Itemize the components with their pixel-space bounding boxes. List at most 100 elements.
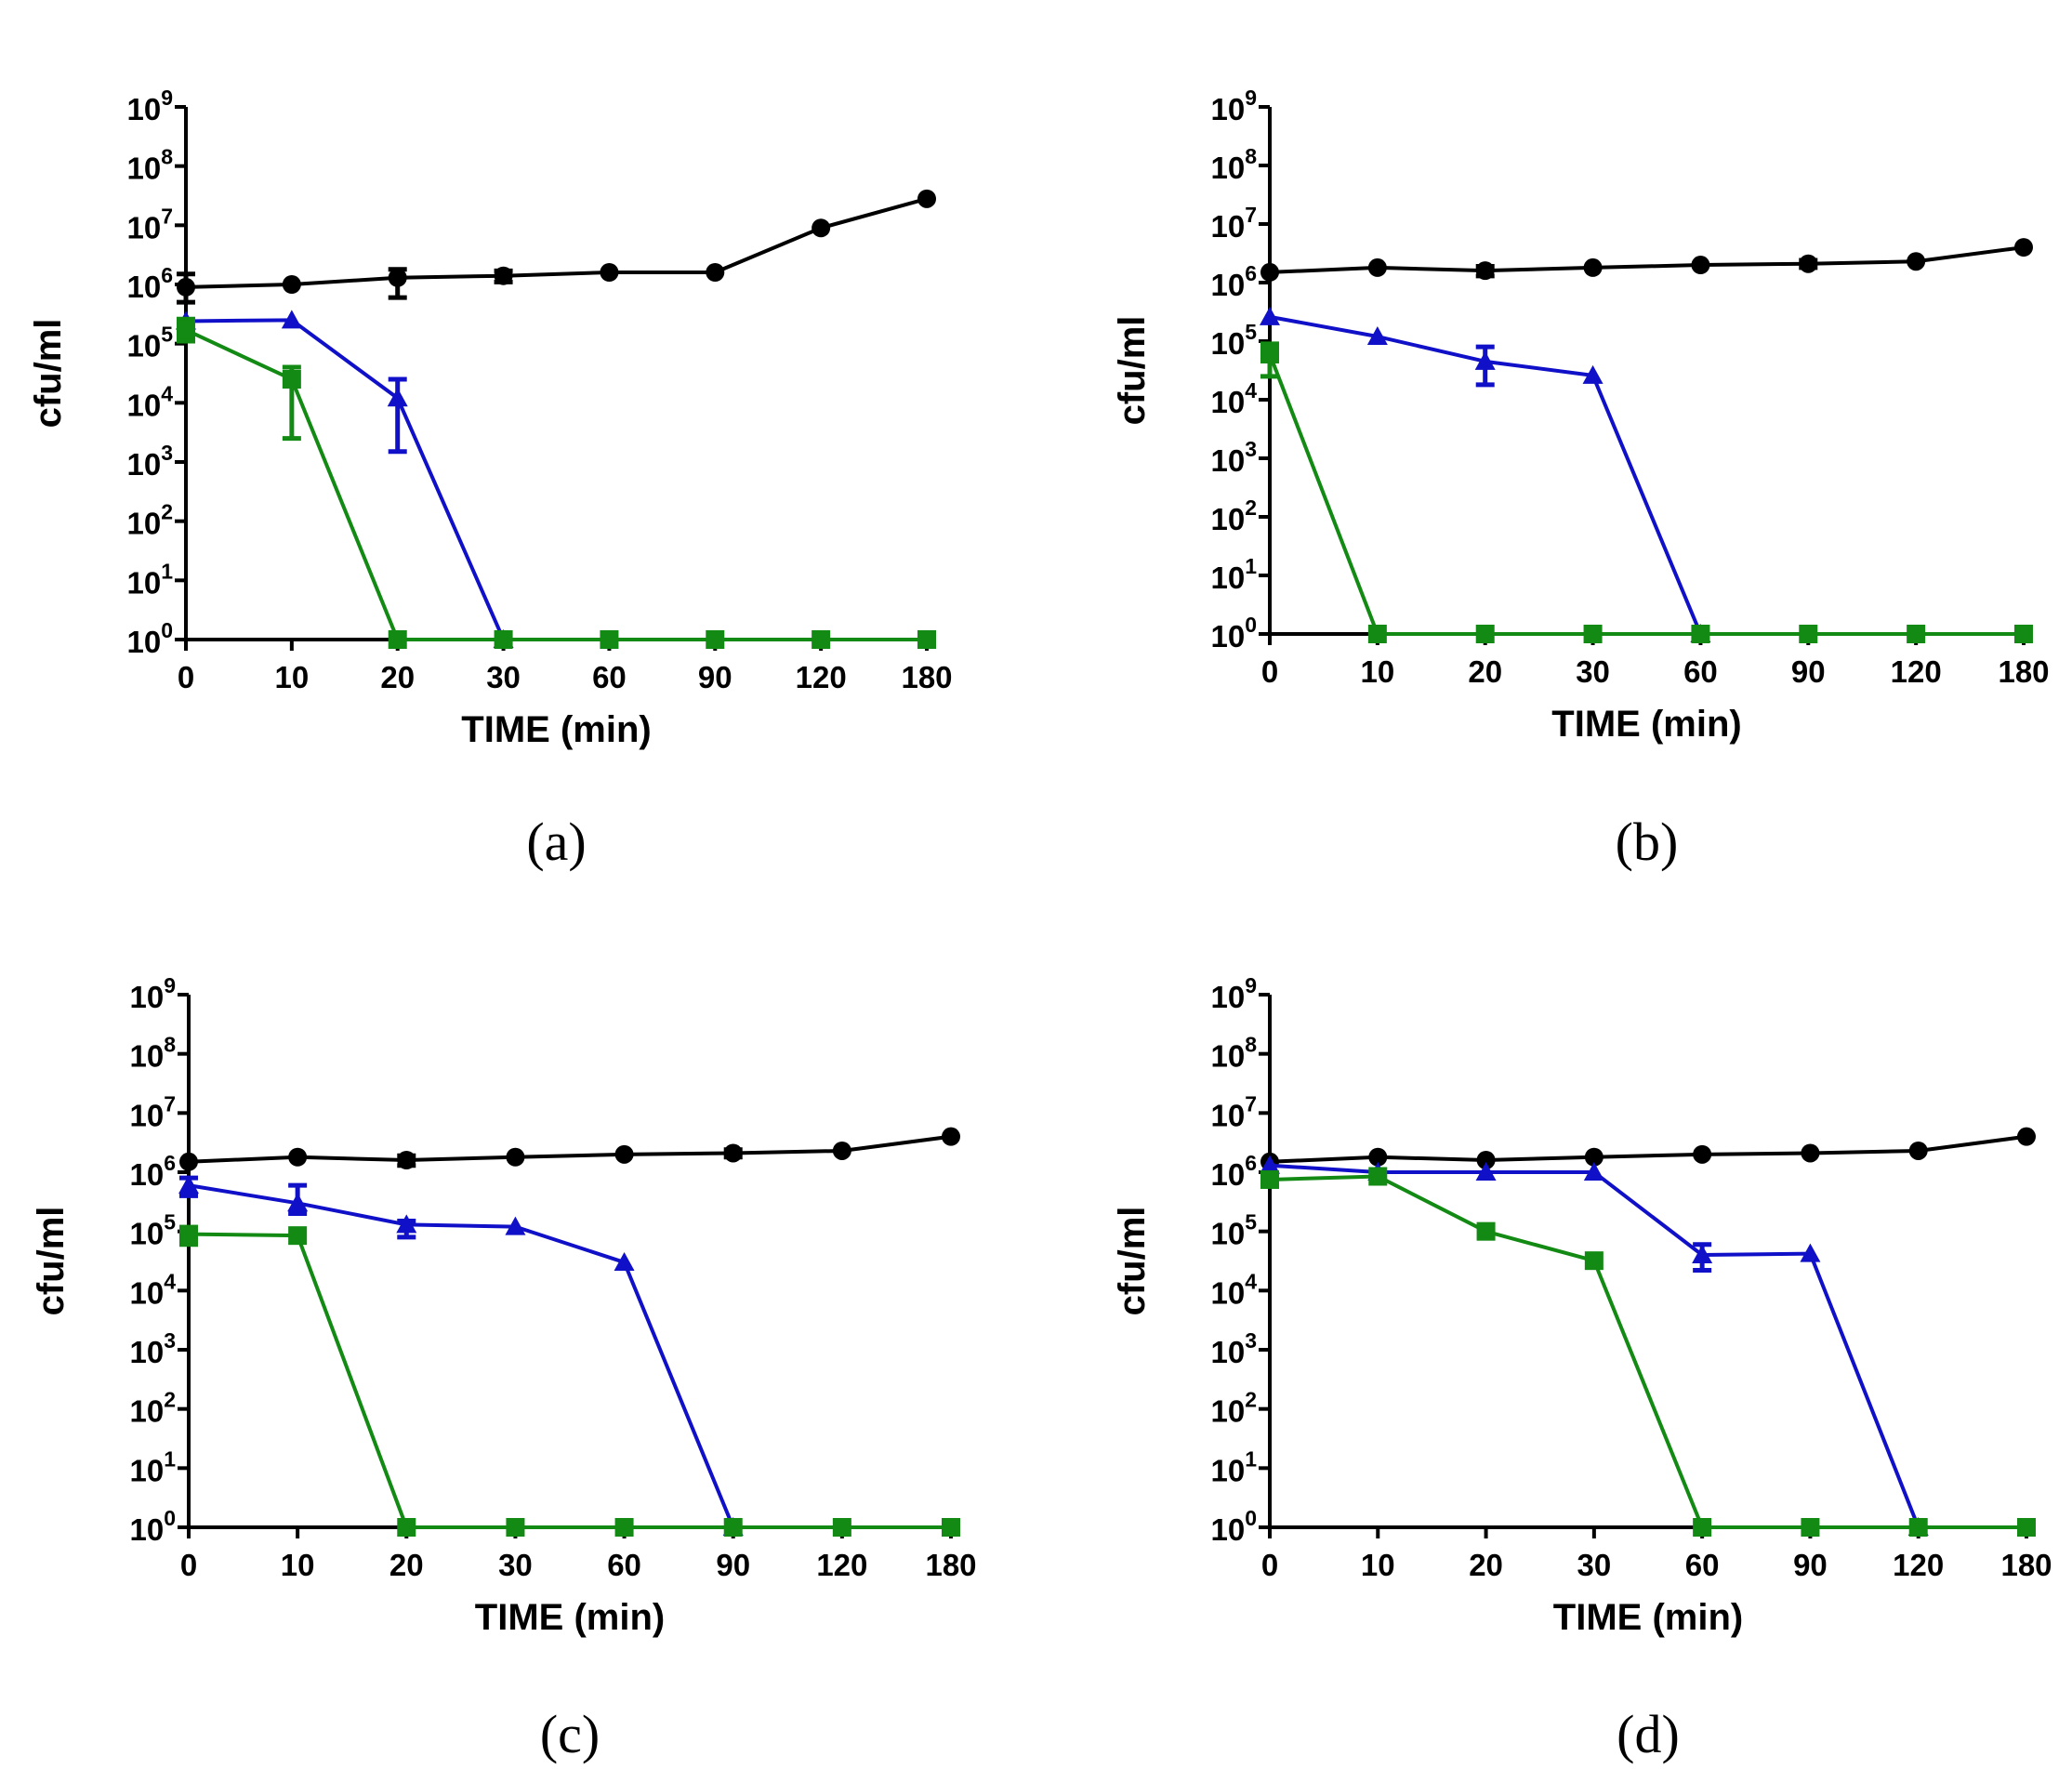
data-point xyxy=(281,310,302,329)
y-axis-label: cfu/ml xyxy=(1112,1207,1153,1316)
series-green-square xyxy=(177,316,936,649)
x-tick-label: 20 xyxy=(1468,654,1502,689)
y-tick-base: 10 xyxy=(1210,1039,1245,1074)
data-point xyxy=(2014,238,2033,257)
x-tick-label: 60 xyxy=(1683,654,1718,689)
y-tick-label: 101 xyxy=(129,1446,176,1487)
x-tick-label: 120 xyxy=(816,1548,867,1582)
x-axis-label: TIME (min) xyxy=(461,709,651,750)
y-tick-exponent: 1 xyxy=(1245,1446,1257,1471)
y-tick-exponent: 4 xyxy=(161,381,173,405)
series-green-square xyxy=(1260,341,2033,643)
data-point xyxy=(1691,625,1710,643)
y-tick-base: 10 xyxy=(1210,385,1245,419)
data-point xyxy=(706,630,725,649)
data-point xyxy=(2017,1127,2036,1146)
data-point xyxy=(2017,1518,2036,1537)
y-tick-base: 10 xyxy=(1210,92,1245,126)
y-tick-exponent: 5 xyxy=(1245,1210,1257,1234)
data-point xyxy=(1693,1144,1712,1164)
y-tick-exponent: 2 xyxy=(161,500,173,524)
y-tick-label: 105 xyxy=(1210,320,1257,361)
y-tick-label: 106 xyxy=(1210,261,1257,302)
x-axis-label: TIME (min) xyxy=(475,1597,665,1638)
y-tick-label: 103 xyxy=(1210,437,1257,478)
y-tick-exponent: 2 xyxy=(164,1388,176,1412)
x-tick-label: 90 xyxy=(716,1548,750,1582)
x-tick-label: 0 xyxy=(1261,654,1278,689)
x-tick-label: 10 xyxy=(281,1548,315,1582)
y-tick-exponent: 3 xyxy=(1245,1328,1257,1353)
data-point xyxy=(1908,1518,1928,1537)
y-tick-label: 103 xyxy=(129,1328,176,1369)
y-tick-exponent: 4 xyxy=(1245,378,1257,403)
data-point xyxy=(600,263,619,283)
y-tick-label: 103 xyxy=(1210,1328,1257,1369)
y-tick-exponent: 5 xyxy=(1245,320,1257,344)
y-tick-exponent: 0 xyxy=(161,618,173,642)
y-tick-label: 105 xyxy=(126,323,173,363)
y-tick-label: 104 xyxy=(1210,378,1257,419)
x-tick-label: 90 xyxy=(1793,1548,1828,1582)
y-tick-base: 10 xyxy=(1210,1217,1245,1251)
x-tick-label: 180 xyxy=(2000,1548,2052,1582)
y-tick-base: 10 xyxy=(129,1453,164,1487)
data-point xyxy=(1474,350,1496,370)
data-point xyxy=(706,263,725,283)
data-point xyxy=(1908,1141,1928,1160)
y-tick-exponent: 0 xyxy=(1245,1506,1257,1530)
y-tick-label: 108 xyxy=(129,1033,176,1074)
data-point xyxy=(1583,257,1603,277)
x-tick-label: 10 xyxy=(274,660,309,694)
y-tick-exponent: 3 xyxy=(164,1328,176,1353)
y-tick-base: 10 xyxy=(126,565,161,600)
x-tick-label: 120 xyxy=(1893,1548,1944,1582)
y-tick-base: 10 xyxy=(1210,1098,1245,1132)
y-tick-exponent: 2 xyxy=(1245,495,1257,520)
y-tick-exponent: 4 xyxy=(1245,1269,1257,1293)
y-tick-base: 10 xyxy=(126,210,161,244)
x-axis-label: TIME (min) xyxy=(1551,704,1741,745)
data-point xyxy=(1692,1245,1713,1264)
y-tick-label: 106 xyxy=(126,263,173,304)
data-point xyxy=(1907,252,1926,271)
x-tick-label: 120 xyxy=(1891,654,1942,689)
y-tick-exponent: 0 xyxy=(164,1506,176,1530)
y-tick-base: 10 xyxy=(126,447,161,482)
y-axis-label: cfu/ml xyxy=(1112,316,1153,426)
y-tick-base: 10 xyxy=(1210,326,1245,361)
y-tick-exponent: 4 xyxy=(164,1269,176,1293)
data-point xyxy=(396,1214,417,1234)
series-line xyxy=(1269,1174,2026,1529)
y-tick-exponent: 1 xyxy=(1245,554,1257,578)
y-tick-label: 109 xyxy=(1210,973,1257,1014)
data-point xyxy=(179,1152,198,1171)
y-tick-exponent: 6 xyxy=(1245,261,1257,285)
data-point xyxy=(387,388,408,407)
y-tick-label: 102 xyxy=(1210,495,1257,536)
data-point xyxy=(1583,625,1603,643)
y-tick-base: 10 xyxy=(126,625,161,659)
data-point xyxy=(1366,326,1388,346)
y-tick-label: 104 xyxy=(1210,1269,1257,1310)
data-point xyxy=(614,1144,634,1164)
y-tick-label: 106 xyxy=(129,1151,176,1192)
x-tick-label: 30 xyxy=(1576,654,1610,689)
y-tick-label: 109 xyxy=(1210,86,1257,126)
x-tick-label: 180 xyxy=(901,660,952,694)
series-line xyxy=(1268,353,2024,636)
y-tick-exponent: 9 xyxy=(161,86,173,110)
y-tick-label: 100 xyxy=(129,1506,176,1547)
data-point xyxy=(1582,364,1603,384)
y-tick-exponent: 9 xyxy=(1245,86,1257,110)
data-point xyxy=(178,1175,199,1195)
series-line xyxy=(1269,245,2025,274)
x-axis-label: TIME (min) xyxy=(1553,1597,1743,1638)
data-point xyxy=(1476,1151,1496,1170)
x-tick-label: 60 xyxy=(607,1548,641,1582)
x-tick-label: 20 xyxy=(1469,1548,1503,1582)
series-line xyxy=(1269,1134,2027,1164)
x-tick-label: 10 xyxy=(1360,654,1394,689)
data-point xyxy=(288,1226,308,1246)
